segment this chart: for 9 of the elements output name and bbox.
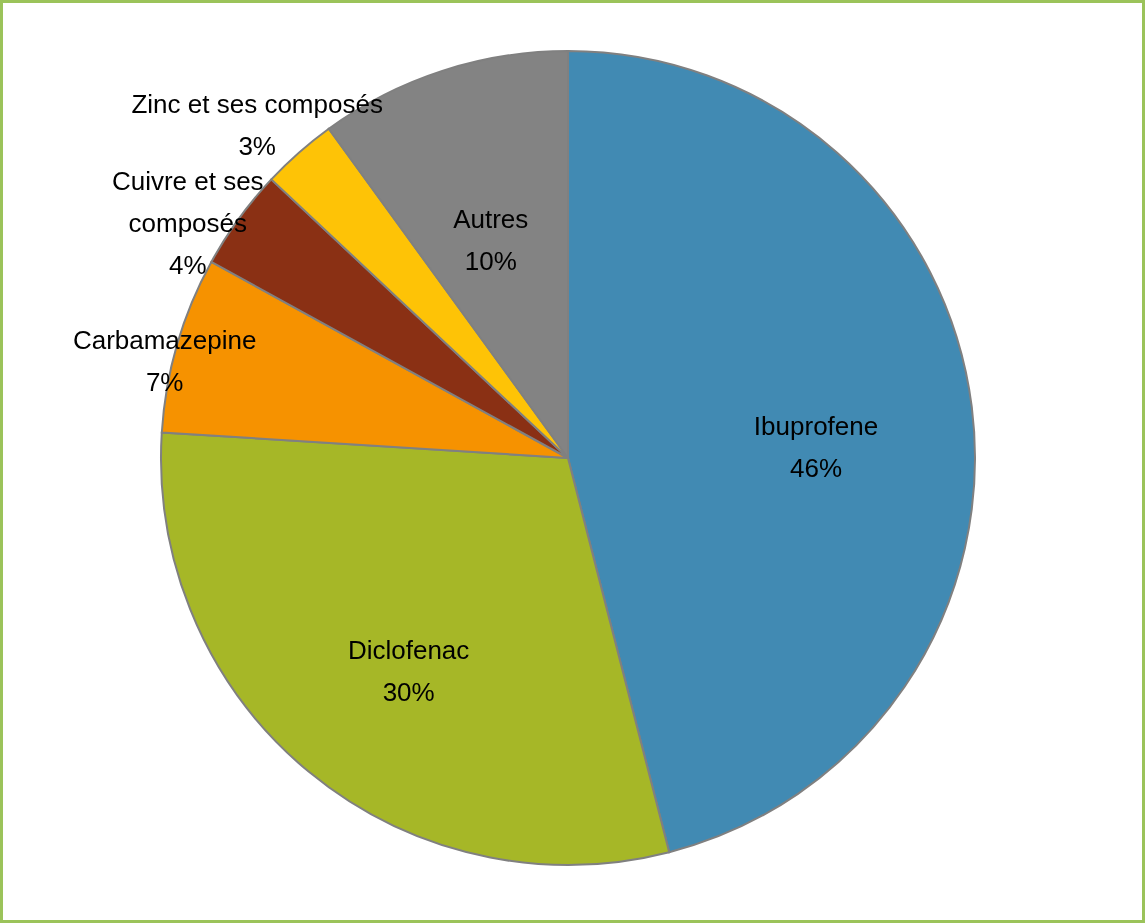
data-label: 3% <box>238 131 276 162</box>
data-label: 4% <box>168 249 207 280</box>
data-label: 10% <box>464 246 517 277</box>
slice-label: Ibuprofene <box>753 410 879 441</box>
slice-label: Autres <box>453 204 529 235</box>
slice-label: Diclofenac <box>347 634 470 665</box>
slice-label: Zinc et ses composés <box>131 89 383 120</box>
data-label: 30% <box>382 676 435 707</box>
data-label: 46% <box>790 452 843 483</box>
